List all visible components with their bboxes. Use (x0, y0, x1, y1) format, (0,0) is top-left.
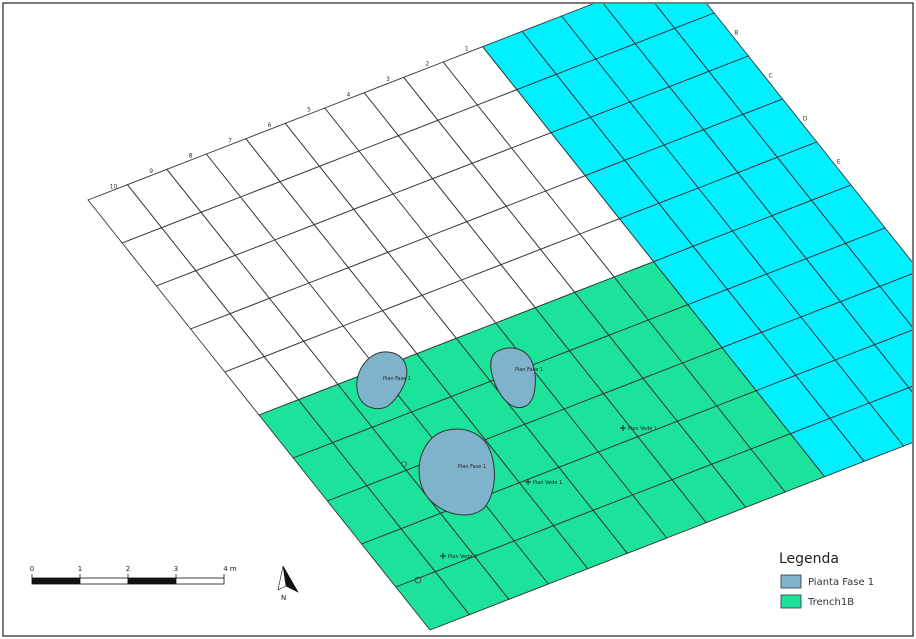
scale-segment (127, 577, 177, 585)
point-marker-icon[interactable] (401, 461, 407, 467)
legend-swatch-pianta (780, 574, 802, 589)
grid-edge-label: 7 (228, 137, 232, 144)
feature-polygon[interactable] (490, 347, 536, 408)
scale-tick-label: 4 m (223, 565, 237, 573)
feature-label: Pian Fase 1 (458, 464, 486, 470)
point-marker-icon[interactable] (414, 576, 422, 584)
grid-edge-label: 1 (465, 45, 469, 52)
scale-tick-label: 3 (174, 565, 178, 573)
scale-tick-label: 2 (126, 565, 130, 573)
grid-cell (879, 273, 912, 328)
point-label: Pian Vede 1 (448, 554, 477, 560)
grid-edge-label: C (769, 73, 773, 80)
grid-cell (845, 227, 912, 287)
grid-edge-label: E (837, 159, 841, 166)
pianta-fase-features (356, 347, 536, 516)
scale-tick-label: 0 (30, 565, 34, 573)
scale-segment (31, 577, 81, 585)
grid-edge-label: 5 (307, 107, 311, 114)
legend-swatch-trench (780, 594, 802, 609)
grid-edge-label: 9 (149, 168, 153, 175)
grid-cell (873, 329, 912, 389)
grid-cell (839, 285, 912, 346)
grid-edge-label: 3 (386, 76, 390, 83)
grid-edge-label: B (734, 30, 738, 37)
point-marker-icon[interactable] (620, 425, 626, 431)
legend-label-pianta: Pianta Fase 1 (808, 577, 874, 588)
scale-segment (79, 577, 129, 585)
survey-grid (87, 4, 912, 631)
scale-segment (175, 577, 225, 585)
grid-cell (908, 385, 912, 393)
grid-cell (868, 387, 912, 447)
feature-label: Pian Fase 1 (383, 376, 411, 382)
scale-tick-label: 1 (78, 565, 82, 573)
grid-edge-label: 6 (268, 122, 272, 129)
grid-edge-label: D (803, 116, 808, 123)
point-markers (401, 425, 626, 584)
legend-label-trench: Trench1B (807, 597, 854, 608)
grid-edge-label: 10 (110, 183, 118, 190)
legend: Legenda Pianta Fase 1 Trench1B (779, 551, 874, 609)
north-arrow-icon: N (277, 565, 299, 602)
grid-edge-label: 4 (347, 91, 351, 98)
grid-edge-label: 2 (425, 61, 429, 68)
point-label: Pian Vede 1 (533, 480, 562, 486)
feature-polygon[interactable] (356, 351, 408, 410)
grid-edge-labels: 10987654321ABCDE (110, 30, 841, 191)
feature-label: Pian Fase 1 (515, 367, 543, 373)
legend-title: Legenda (779, 551, 839, 567)
point-label: Pian Vede 1 (628, 426, 657, 432)
feature-polygon[interactable] (418, 428, 495, 516)
scale-bar: 0 1 2 3 4 m (30, 565, 237, 585)
point-marker-icon[interactable] (440, 553, 446, 559)
north-label: N (281, 594, 286, 602)
grid-edge-label: 8 (189, 153, 193, 160)
point-marker-icon[interactable] (525, 479, 531, 485)
